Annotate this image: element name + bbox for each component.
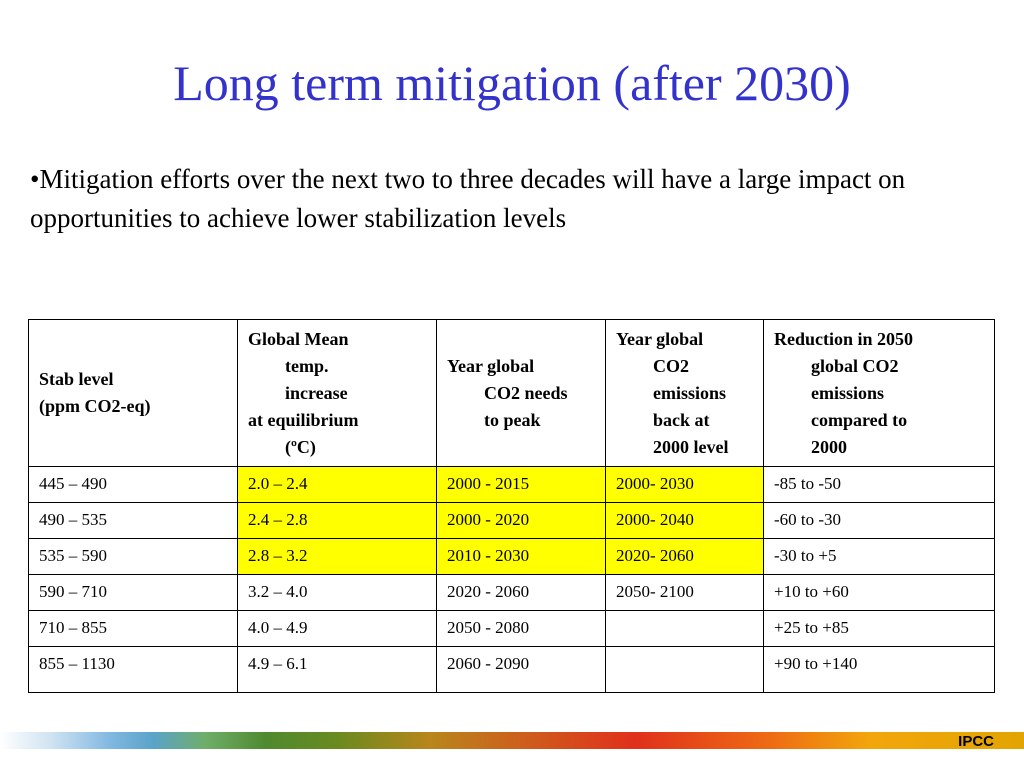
- table-row: 855 – 1130 4.9 – 6.1 2060 - 2090 +90 to …: [28, 646, 995, 693]
- cell-back-year: [605, 646, 764, 693]
- cell-temp-increase: 2.0 – 2.4: [237, 466, 437, 503]
- table-row: 490 – 535 2.4 – 2.8 2000 - 2020 2000- 20…: [28, 502, 995, 539]
- header-line: CO2: [653, 356, 689, 376]
- header-line: compared to: [811, 410, 908, 430]
- cell-stab-level: 445 – 490: [28, 466, 238, 503]
- slide-title: Long term mitigation (after 2030): [173, 55, 851, 111]
- header-line: emissions: [811, 383, 885, 403]
- header-line: Stab level: [39, 369, 114, 389]
- cell-peak-year: 2020 - 2060: [436, 574, 606, 611]
- header-year-back-2000: Year global CO2 emissions back at 2000 l…: [605, 319, 764, 467]
- cell-peak-year: 2060 - 2090: [436, 646, 606, 693]
- cell-stab-level: 490 – 535: [28, 502, 238, 539]
- header-line: Year global: [616, 329, 704, 349]
- header-line: CO2 needs: [484, 382, 568, 403]
- cell-reduction: +10 to +60: [763, 574, 995, 611]
- table-row: 710 – 855 4.0 – 4.9 2050 - 2080 +25 to +…: [28, 610, 995, 647]
- cell-reduction: +90 to +140: [763, 646, 995, 693]
- stabilization-table: Stab level (ppm CO2-eq) Global Mean temp…: [28, 319, 995, 693]
- footer-gradient-bar: [0, 732, 1024, 749]
- header-line: 2000 level: [653, 437, 729, 457]
- header-line: emissions: [653, 383, 727, 403]
- header-line: increase: [285, 383, 348, 403]
- cell-reduction: -30 to +5: [763, 538, 995, 575]
- cell-peak-year: 2010 - 2030: [436, 538, 606, 575]
- cell-temp-increase: 2.8 – 3.2: [237, 538, 437, 575]
- header-line: Global Mean: [248, 329, 349, 349]
- cell-stab-level: 590 – 710: [28, 574, 238, 611]
- cell-reduction: -60 to -30: [763, 502, 995, 539]
- header-line: temp.: [285, 356, 329, 376]
- header-stab-level: Stab level (ppm CO2-eq): [28, 319, 238, 467]
- header-line: to peak: [484, 409, 541, 430]
- header-line: Year global: [447, 355, 535, 376]
- table-row: 445 – 490 2.0 – 2.4 2000 - 2015 2000- 20…: [28, 466, 995, 503]
- cell-back-year: 2000- 2030: [605, 466, 764, 503]
- cell-peak-year: 2000 - 2020: [436, 502, 606, 539]
- cell-back-year: [605, 610, 764, 647]
- header-year-peak: Year global CO2 needs to peak: [436, 319, 606, 467]
- table-row: 590 – 710 3.2 – 4.0 2020 - 2060 2050- 21…: [28, 574, 995, 611]
- cell-back-year: 2050- 2100: [605, 574, 764, 611]
- header-global-mean-temp: Global Mean temp. increase at equilibriu…: [237, 319, 437, 467]
- cell-back-year: 2020- 2060: [605, 538, 764, 575]
- header-line: (ppm CO2-eq): [39, 396, 151, 416]
- header-line: global CO2: [811, 356, 899, 376]
- footer-ipcc-label: IPCC: [958, 733, 994, 750]
- cell-temp-increase: 3.2 – 4.0: [237, 574, 437, 611]
- header-line: 2000: [811, 437, 847, 457]
- header-line: (ºC): [285, 437, 316, 457]
- table-header-row: Stab level (ppm CO2-eq) Global Mean temp…: [28, 319, 995, 467]
- cell-reduction: +25 to +85: [763, 610, 995, 647]
- cell-stab-level: 535 – 590: [28, 538, 238, 575]
- header-line: Reduction in 2050: [774, 329, 914, 349]
- cell-reduction: -85 to -50: [763, 466, 995, 503]
- cell-stab-level: 855 – 1130: [28, 646, 238, 693]
- cell-peak-year: 2000 - 2015: [436, 466, 606, 503]
- cell-peak-year: 2050 - 2080: [436, 610, 606, 647]
- bullet-text: •Mitigation efforts over the next two to…: [30, 164, 906, 233]
- header-line: at equilibrium: [248, 410, 359, 430]
- cell-stab-level: 710 – 855: [28, 610, 238, 647]
- cell-temp-increase: 4.0 – 4.9: [237, 610, 437, 647]
- cell-back-year: 2000- 2040: [605, 502, 764, 539]
- header-reduction-2050: Reduction in 2050 global CO2 emissions c…: [763, 319, 995, 467]
- table-row: 535 – 590 2.8 – 3.2 2010 - 2030 2020- 20…: [28, 538, 995, 575]
- cell-temp-increase: 2.4 – 2.8: [237, 502, 437, 539]
- header-line: back at: [653, 410, 710, 430]
- cell-temp-increase: 4.9 – 6.1: [237, 646, 437, 693]
